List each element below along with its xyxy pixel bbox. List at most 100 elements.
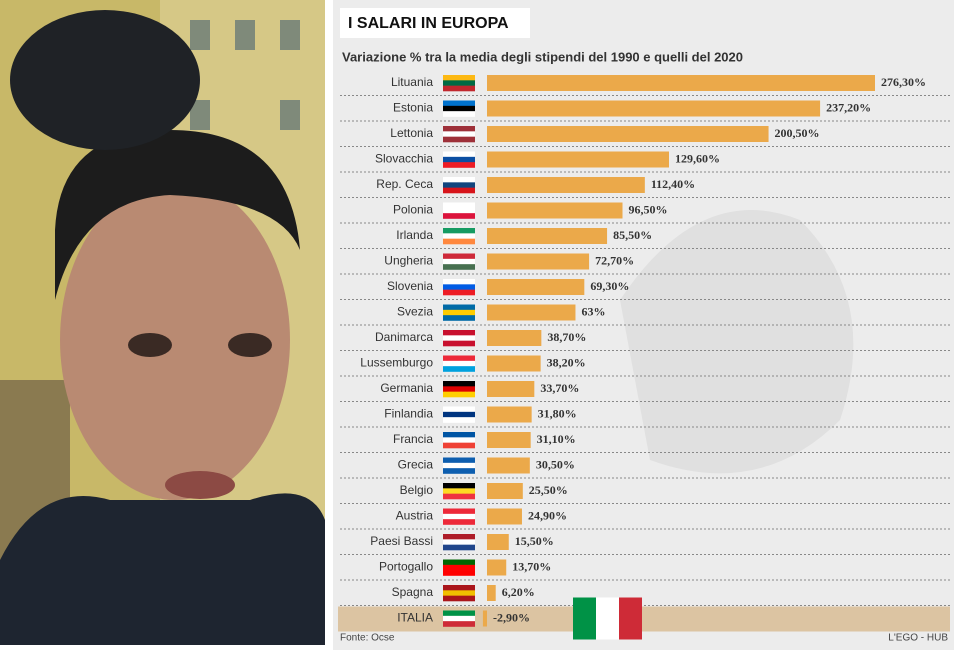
flag-stripe bbox=[443, 151, 475, 158]
flag-stripe bbox=[443, 202, 475, 209]
value-label: 38,20% bbox=[547, 355, 586, 369]
flag-stripe bbox=[443, 228, 475, 234]
flag-stripe bbox=[443, 309, 475, 316]
flag-stripe bbox=[443, 156, 475, 163]
source: Fonte: Ocse bbox=[340, 633, 395, 644]
bar bbox=[487, 559, 507, 576]
flag-stripe bbox=[443, 381, 475, 387]
flag-stripe bbox=[443, 85, 475, 92]
flag-stripe bbox=[443, 335, 475, 341]
chart-title: I SALARI IN EUROPA bbox=[348, 15, 509, 32]
flag-stripe bbox=[443, 136, 475, 143]
bar bbox=[487, 279, 585, 295]
bar bbox=[487, 126, 769, 142]
value-label: 13,70% bbox=[512, 559, 551, 573]
category-label: Lituania bbox=[391, 75, 433, 89]
bar bbox=[487, 381, 535, 397]
title-box bbox=[340, 8, 530, 38]
flag-stripe bbox=[443, 493, 475, 500]
flag-stripe bbox=[443, 544, 475, 551]
flag-stripe bbox=[443, 80, 475, 86]
category-label: Paesi Bassi bbox=[370, 534, 433, 548]
flag-stripe bbox=[443, 508, 475, 515]
flag-stripe bbox=[443, 182, 475, 188]
flag-stripe bbox=[443, 355, 475, 362]
flag-stripe bbox=[443, 279, 475, 285]
value-label: 63% bbox=[581, 304, 605, 318]
flag-stripe bbox=[443, 289, 475, 296]
flag-stripe bbox=[443, 610, 475, 617]
bar bbox=[487, 253, 590, 270]
flag-stripe bbox=[443, 100, 475, 107]
value-label: 276,30% bbox=[881, 75, 926, 89]
bar bbox=[487, 151, 669, 168]
flag-stripe bbox=[443, 258, 475, 265]
flag-stripe bbox=[443, 462, 475, 469]
value-label: 25,50% bbox=[529, 483, 568, 497]
flag-stripe bbox=[443, 360, 475, 367]
category-label: Polonia bbox=[393, 203, 433, 217]
bar bbox=[487, 202, 623, 219]
value-label: 31,80% bbox=[538, 406, 577, 420]
flag-stripe bbox=[443, 621, 475, 627]
bar bbox=[487, 432, 531, 448]
bar bbox=[487, 534, 509, 550]
flag-stripe bbox=[443, 213, 475, 219]
flag-stripe bbox=[443, 513, 475, 520]
flag-stripe bbox=[443, 615, 475, 622]
category-label: Slovenia bbox=[387, 279, 433, 293]
category-label: Svezia bbox=[397, 305, 433, 319]
flag-big bbox=[619, 597, 642, 640]
flag-stripe bbox=[443, 264, 475, 270]
flag-stripe bbox=[443, 315, 475, 321]
bar bbox=[487, 75, 875, 91]
photo bbox=[0, 0, 325, 645]
value-label: 38,70% bbox=[547, 330, 586, 344]
value-label: 69,30% bbox=[590, 279, 629, 293]
category-label: Lettonia bbox=[390, 126, 433, 140]
bar bbox=[487, 508, 522, 525]
value-label: 72,70% bbox=[595, 253, 634, 267]
flag-stripe bbox=[443, 111, 475, 117]
bar bbox=[487, 177, 645, 193]
flag-stripe bbox=[443, 564, 475, 571]
value-label: 6,20% bbox=[502, 585, 535, 599]
category-label: Danimarca bbox=[375, 330, 433, 344]
category-label: Belgio bbox=[400, 483, 434, 497]
bar bbox=[487, 100, 821, 117]
flag-stripe bbox=[443, 330, 475, 336]
highlight-row bbox=[338, 606, 950, 632]
category-label: Finlandia bbox=[384, 407, 433, 421]
category-label: Rep. Ceca bbox=[376, 177, 433, 191]
value-label: 24,90% bbox=[528, 508, 567, 522]
flag-stripe bbox=[443, 468, 475, 474]
flag-stripe bbox=[443, 595, 475, 602]
category-label: Francia bbox=[393, 432, 433, 446]
category-label: Lussemburgo bbox=[360, 356, 433, 370]
category-label: Austria bbox=[396, 509, 434, 523]
flag-stripe bbox=[443, 406, 475, 413]
value-label: 85,50% bbox=[613, 228, 652, 242]
flag-stripe bbox=[443, 488, 475, 494]
chart: I SALARI IN EUROPA Variazione % tra la m… bbox=[333, 0, 954, 650]
flag-stripe bbox=[443, 483, 475, 489]
value-label: 129,60% bbox=[675, 151, 720, 165]
bar bbox=[487, 330, 542, 346]
bar bbox=[487, 406, 532, 423]
category-label: Ungheria bbox=[384, 254, 433, 268]
flag-stripe bbox=[443, 75, 475, 81]
flag-stripe bbox=[443, 284, 475, 290]
flag-stripe bbox=[443, 432, 475, 438]
flag-stripe bbox=[443, 442, 475, 449]
value-label: 200,50% bbox=[775, 126, 820, 140]
flag-stripe bbox=[443, 519, 475, 525]
value-label: 112,40% bbox=[651, 177, 695, 191]
flag-stripe bbox=[443, 559, 475, 566]
flag-stripe bbox=[443, 585, 475, 591]
flag-stripe bbox=[443, 187, 475, 194]
flag-stripe bbox=[443, 207, 475, 214]
flag-stripe bbox=[443, 534, 475, 540]
category-label: Germania bbox=[380, 381, 433, 395]
